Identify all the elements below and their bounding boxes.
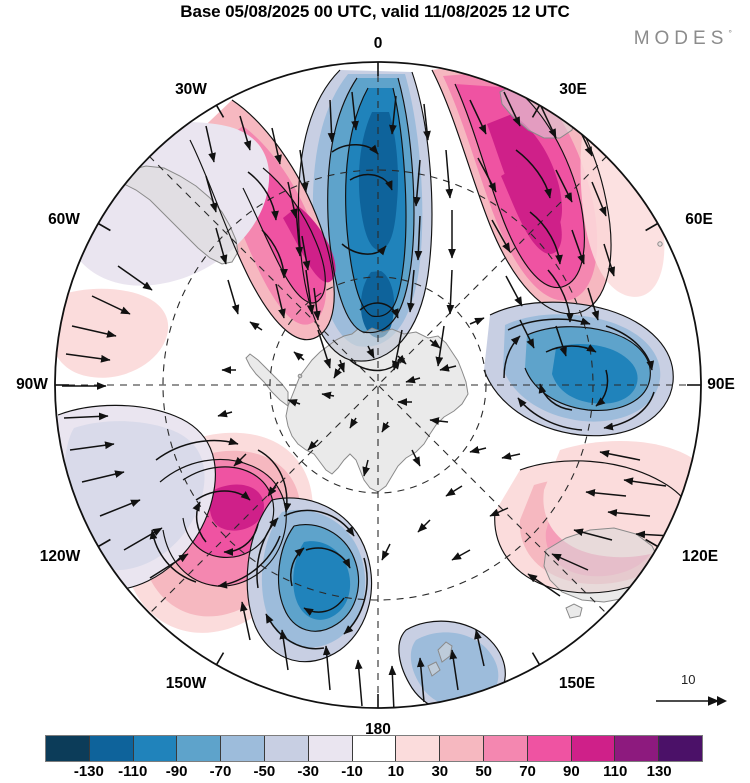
colorbar: -130 -110 -90 -70 -50 -30 -10 10 30 50 70 90 110 130 [45,735,705,781]
arrow-right-icon [656,696,727,706]
lon-label-150w: 150W [165,675,207,692]
lon-label-90w: 90W [16,376,48,393]
vector-scale-legend: 10 [655,672,735,716]
colorbar-swatch [46,736,90,761]
wind-vectors [62,91,673,708]
colorbar-swatch [89,736,134,761]
map-fields [55,62,701,708]
brand-mark: ° [728,28,732,39]
lon-label-150e: 150E [558,675,596,692]
colorbar-tick-label: 30 [431,763,449,780]
boundary-ticks [55,62,701,708]
colorbar-swatch [221,736,265,761]
colorbar-swatch [483,736,528,761]
colorbar-swatch [527,736,572,761]
anomaly-negative-0e [298,70,432,362]
colorbar-tick-label: -70 [209,763,232,780]
colorbar-swatch [308,736,353,761]
colorbar-swatch [571,736,616,761]
colorbar-swatches [45,735,703,762]
map-svg [54,61,702,709]
colorbar-tick-label: -10 [341,763,363,780]
vector-scale-value: 10 [681,672,696,687]
colorbar-swatch [264,736,309,761]
polar-map: 0 30E 60E 90E 120E 150E 180 150W 120W 90… [0,30,750,738]
colorbar-ticks: -130 -110 -90 -70 -50 -30 -10 10 30 50 70 90 110 130 [45,763,703,783]
colorbar-tick-label: 10 [387,763,405,780]
lon-label-30e: 30E [559,81,587,98]
modes-logo: MODES° [634,28,732,50]
lon-label-90e: 90E [707,376,735,393]
colorbar-swatch [133,736,178,761]
page-title: Base 05/08/2025 00 UTC, valid 11/08/2025… [180,2,570,21]
colorbar-swatch [659,736,702,761]
lon-label-60w: 60W [48,211,80,228]
colorbar-swatch [177,736,222,761]
lon-label-180: 180 [365,721,391,738]
colorbar-tick-label: 130 [646,763,672,780]
colorbar-swatch [352,736,397,761]
colorbar-tick-label: 110 [603,763,628,780]
graticule [55,62,701,708]
brand-text: MODES [633,28,729,49]
colorbar-tick-label: -30 [297,763,320,780]
lon-label-0: 0 [373,35,383,52]
colorbar-swatch [440,736,484,761]
colorbar-tick-label: 90 [563,763,580,780]
colorbar-tick-label: -110 [118,763,148,780]
colorbar-tick-label: -50 [253,763,276,780]
colorbar-tick-label: -130 [73,763,104,780]
lon-label-30w: 30W [175,81,207,98]
colorbar-tick-label: 50 [475,763,492,780]
lon-label-60e: 60E [685,211,713,228]
coastlines [117,81,663,677]
colorbar-tick-label: -90 [165,763,188,780]
lon-label-120w: 120W [39,548,81,565]
colorbar-swatch [396,736,441,761]
lon-label-120e: 120E [681,548,719,565]
colorbar-swatch [615,736,660,761]
colorbar-tick-label: 70 [519,763,536,780]
